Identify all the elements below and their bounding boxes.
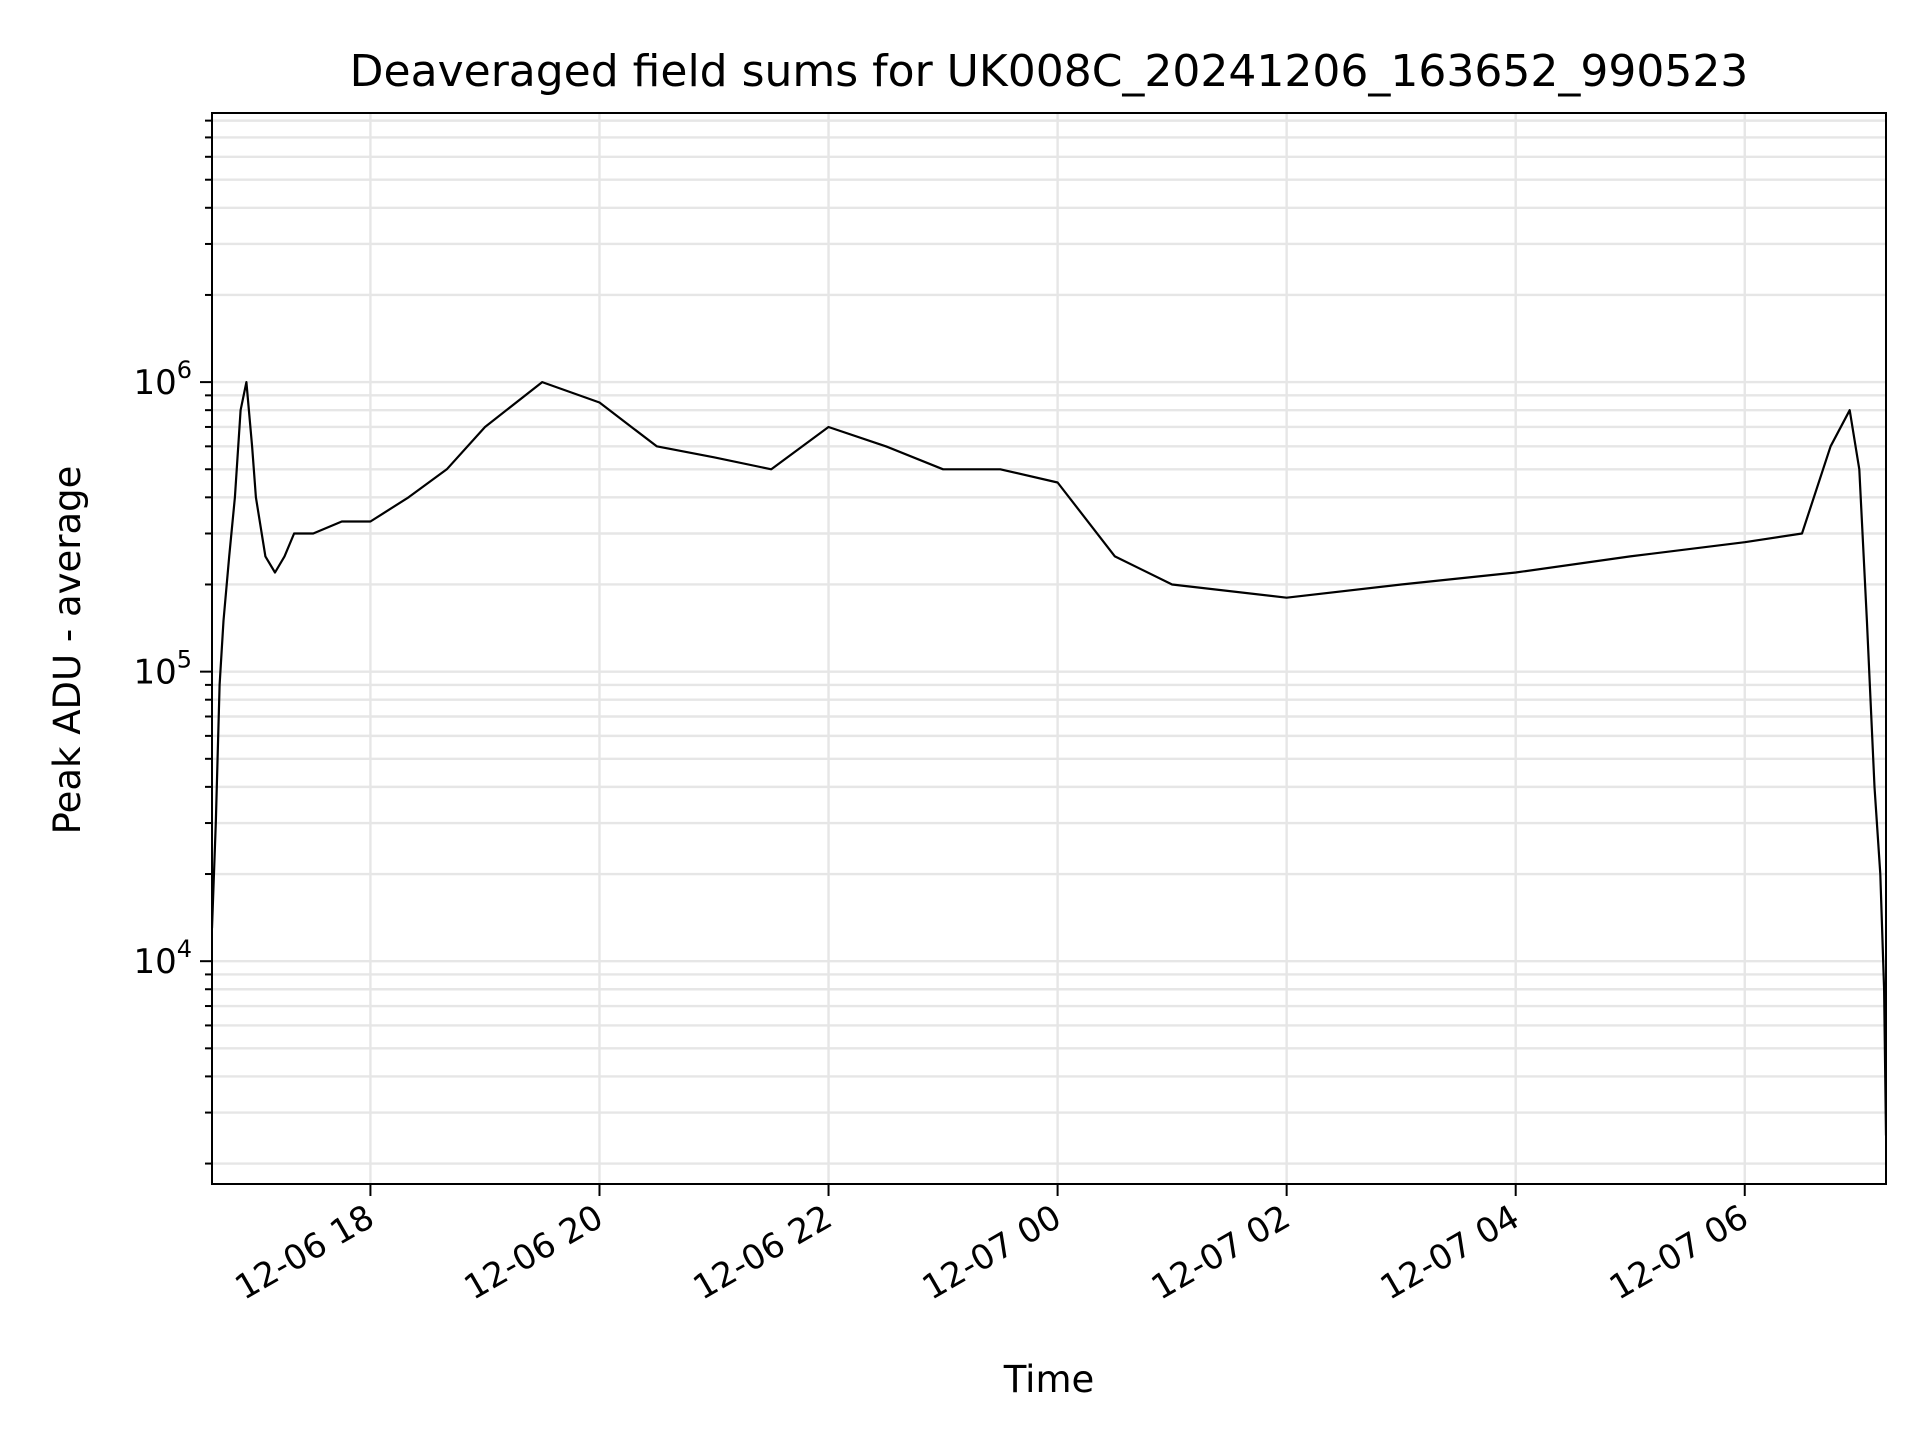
x-axis-label: Time: [1003, 1358, 1095, 1401]
y-tick-label: 105: [133, 646, 192, 693]
y-tick-label: 106: [133, 356, 192, 403]
chart-title: Deaveraged field sums for UK008C_2024120…: [350, 46, 1749, 97]
y-tick-label: 104: [133, 935, 192, 982]
series-group: [212, 381, 1886, 1136]
series-line-0: [212, 381, 1886, 1136]
y-axis-label: Peak ADU - average: [46, 466, 89, 835]
plot-frame: [211, 112, 1887, 1185]
y-axis: 104 105 106: [133, 119, 212, 1165]
grid: [212, 113, 1886, 1184]
